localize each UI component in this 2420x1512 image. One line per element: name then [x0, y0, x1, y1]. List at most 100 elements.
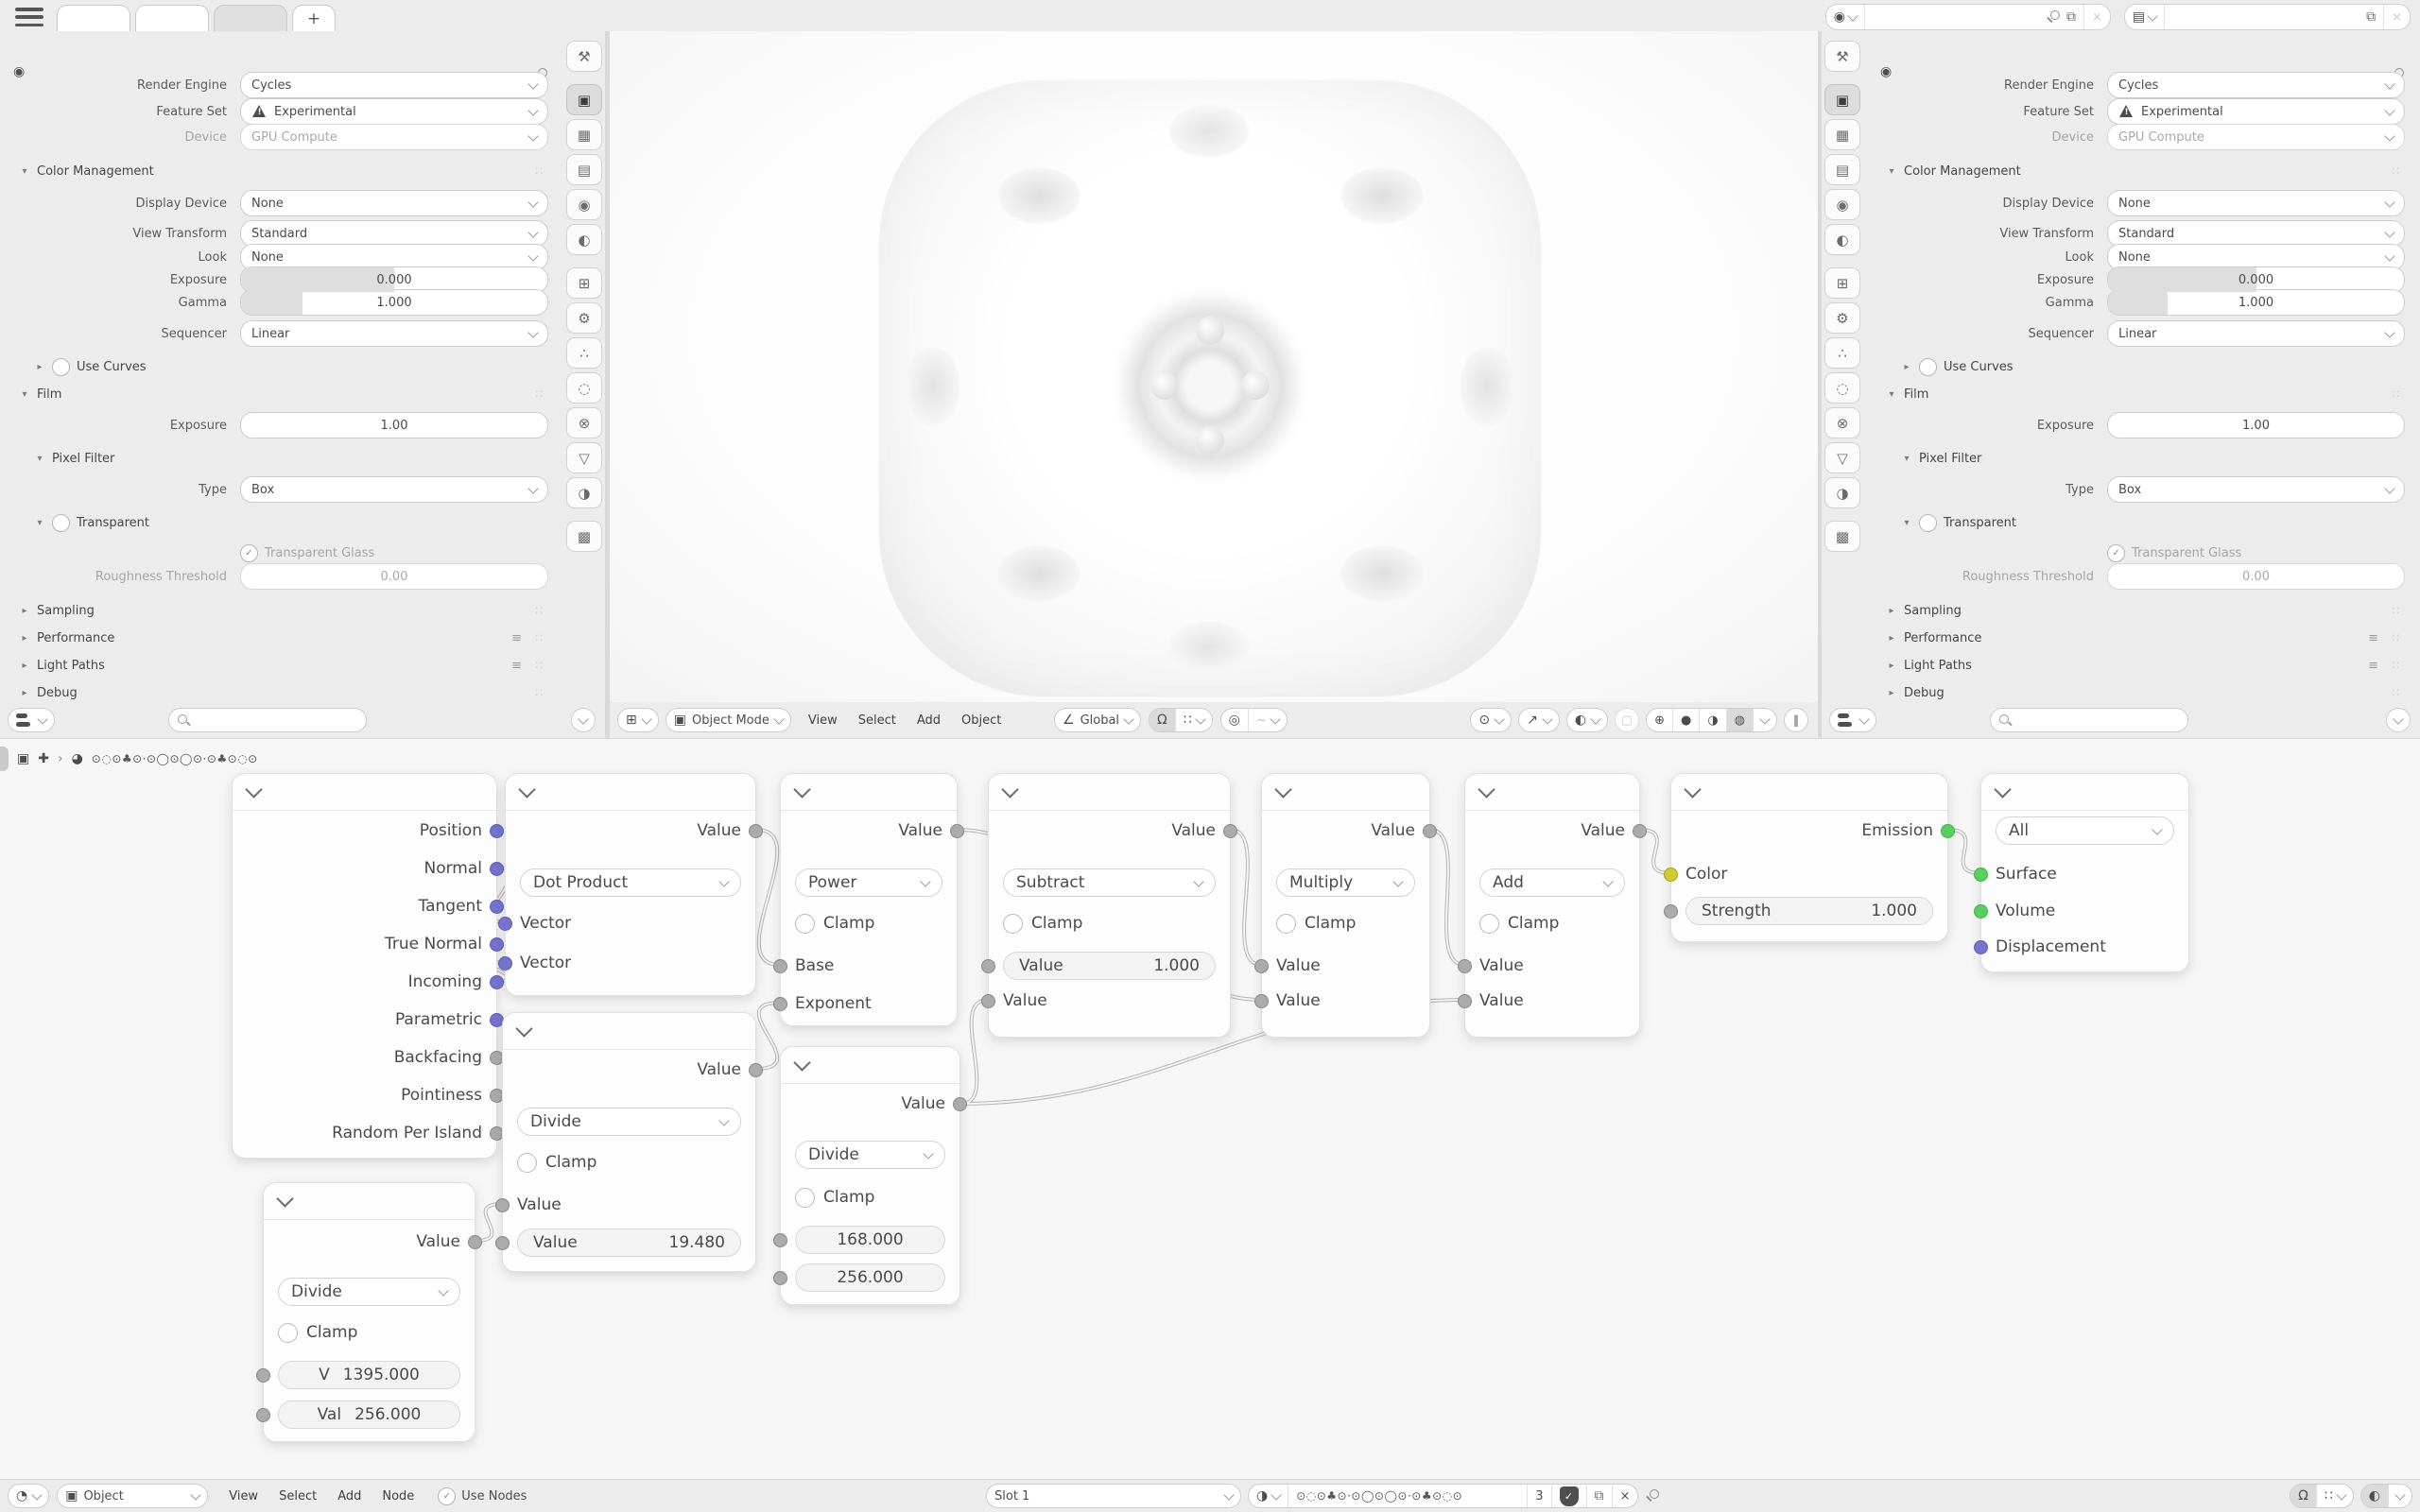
shading-rendered-button[interactable]: ◍ [1726, 709, 1754, 731]
preset-list-icon[interactable]: ≡ [2368, 658, 2378, 673]
clamp-checkbox[interactable] [278, 1322, 298, 1343]
socket-color-input[interactable] [1664, 868, 1678, 882]
socket-value-output[interactable] [950, 824, 964, 838]
tab-physics[interactable]: ◌ [566, 372, 602, 404]
shader-type-button[interactable]: ◔ [8, 1484, 50, 1508]
menu-select[interactable]: Select [857, 713, 896, 728]
tab-texture[interactable]: ▩ [566, 521, 602, 552]
workspace-tab-1[interactable] [57, 5, 130, 31]
math-operation-dropdown[interactable]: Dot Product [520, 868, 741, 897]
overlays-dropdown[interactable]: ◐ [1565, 708, 1609, 732]
section-transparent[interactable]: ▾ Transparent [37, 513, 149, 532]
socket-emission-output[interactable] [1941, 824, 1955, 838]
editor-divider[interactable] [1818, 31, 1822, 738]
view-layer-name-field[interactable]: ⧉ [2165, 5, 2385, 29]
socket-surface-input[interactable] [1974, 868, 1988, 882]
scene-name-field[interactable]: ⧉ [1865, 5, 2084, 29]
section-use-curves[interactable]: ▸ Use Curves [1904, 357, 2014, 376]
tab-constraints[interactable]: ⊗ [1824, 407, 1860, 438]
snap-settings[interactable]: ∷ [2317, 1485, 2353, 1507]
menu-add[interactable]: Add [337, 1488, 362, 1503]
tab-scene[interactable]: ◉ [1824, 189, 1860, 220]
material-slot-dropdown[interactable]: Slot 1 [986, 1484, 1241, 1508]
editor-type-button[interactable]: ⊞ [617, 708, 659, 732]
properties-search-input[interactable] [1990, 708, 2188, 732]
tab-object-data[interactable]: ▽ [1824, 442, 1860, 473]
socket-value-input[interactable] [981, 959, 995, 973]
tab-object-data[interactable]: ▽ [566, 442, 602, 473]
math-operation-dropdown[interactable]: Divide [795, 1141, 945, 1169]
section-debug[interactable]: ▸ Debug [1889, 685, 1945, 700]
node-math-divide-b[interactable]: Value Divide Clamp Value Value 19.480 [495, 1012, 763, 1272]
workspace-tab-3-active[interactable] [214, 5, 287, 31]
copy-icon[interactable]: ⧉ [2066, 9, 2076, 25]
snap-toggle[interactable]: Ω [2290, 1485, 2317, 1507]
material-name-field[interactable]: ⊙◌⊙♣⊙·⊙◯⊙◯⊙·⊙♣⊙◌⊙ [1288, 1485, 1529, 1507]
preset-list-icon[interactable]: ≡ [511, 630, 522, 645]
socket-vector-input[interactable] [498, 956, 512, 971]
clamp-checkbox[interactable] [1276, 913, 1296, 934]
tab-constraints[interactable]: ⊗ [566, 407, 602, 438]
menu-select[interactable]: Select [279, 1488, 318, 1503]
tab-view-layer[interactable]: ▤ [1824, 154, 1860, 185]
node-math-multiply[interactable]: Value Multiply Clamp Value Value [1254, 773, 1437, 1038]
tab-particles[interactable]: ∴ [1824, 337, 1860, 369]
tab-world[interactable]: ◐ [1824, 224, 1860, 255]
filter-options-button[interactable] [2386, 708, 2411, 732]
workspace-tab-2[interactable] [135, 5, 209, 31]
socket-base-input[interactable] [773, 959, 787, 973]
socket-value-input[interactable] [1254, 959, 1269, 973]
shading-options-dropdown[interactable] [1754, 709, 1776, 731]
gamma-slider[interactable]: 1.000 [240, 289, 548, 316]
tab-material[interactable]: ◑ [1824, 477, 1860, 508]
socket-volume-input[interactable] [1974, 904, 1988, 919]
material-users-count[interactable]: 3 [1528, 1485, 1552, 1507]
shader-node-editor[interactable]: ▣ ✚ › ◕ ⊙◌⊙♣⊙·⊙◯⊙◯⊙·⊙♣⊙◌⊙ Position Norma… [0, 738, 2420, 1480]
clamp-checkbox[interactable] [1003, 913, 1023, 934]
use-curves-checkbox[interactable] [1919, 357, 1937, 376]
node-math-power[interactable]: Value Power Clamp Base Exponent [773, 773, 964, 1026]
shading-wireframe-button[interactable]: ⊕ [1647, 709, 1673, 731]
tab-modifiers[interactable]: ⚙ [566, 302, 602, 334]
use-curves-checkbox[interactable] [52, 357, 70, 376]
editor-type-button[interactable] [8, 708, 55, 732]
math-operation-dropdown[interactable]: Divide [517, 1108, 741, 1136]
menu-object[interactable]: Object [961, 713, 1002, 728]
math-operation-dropdown[interactable]: Divide [278, 1278, 460, 1306]
section-pixel-filter[interactable]: ▾ Pixel Filter [1904, 451, 1982, 466]
socket-value-output[interactable] [1423, 824, 1437, 838]
xray-toggle[interactable]: ▢ [1615, 708, 1640, 732]
socket-value-input[interactable] [1458, 994, 1472, 1008]
node-collapse-button[interactable] [233, 774, 496, 811]
overlays-toggle[interactable]: ◐ [2360, 1485, 2389, 1507]
transform-orientation-dropdown[interactable]: ∠ Global [1054, 708, 1142, 732]
socket-strength-input[interactable] [1664, 904, 1678, 919]
properties-search-input[interactable] [168, 708, 367, 732]
section-color-management[interactable]: ▾ Color Management [1889, 163, 2021, 179]
pixel-filter-type-dropdown[interactable]: Box [2107, 476, 2405, 503]
node-collapse-button[interactable] [1465, 774, 1639, 811]
socket-value-input[interactable] [981, 994, 995, 1008]
math-operation-dropdown[interactable]: Add [1479, 868, 1625, 897]
object-visibility-dropdown[interactable]: ⊙ [1470, 708, 1512, 732]
node-math-divide-c[interactable]: Value Divide Clamp 168.000 256.000 [773, 1046, 967, 1305]
tab-output[interactable]: ▦ [1824, 119, 1860, 150]
tab-object[interactable]: ⊞ [1824, 267, 1860, 299]
snap-settings[interactable]: ∷ [1176, 709, 1212, 731]
snap-toggle[interactable]: Ω [1150, 709, 1176, 731]
socket-position[interactable] [490, 824, 504, 838]
node-math-divide-a[interactable]: Value Divide Clamp V 1395.000 Val 256.000 [256, 1182, 482, 1442]
preset-list-icon[interactable]: ≡ [2368, 630, 2378, 645]
fake-user-toggle[interactable]: ✓ [1552, 1485, 1587, 1507]
node-math-subtract[interactable]: Value Subtract Clamp Value 1.000 Value [981, 773, 1237, 1038]
tab-view-layer[interactable]: ▤ [566, 154, 602, 185]
section-sampling[interactable]: ▸ Sampling [22, 603, 95, 618]
node-math-add[interactable]: Value Add Clamp Value Value [1458, 773, 1647, 1038]
tab-output[interactable]: ▦ [566, 119, 602, 150]
proportional-edit-toggle[interactable]: ◎ [1221, 709, 1249, 731]
node-material-output[interactable]: All Surface Volume Displacement [1974, 773, 2189, 972]
socket-displacement-input[interactable] [1974, 940, 1988, 954]
tab-physics[interactable]: ◌ [1824, 372, 1860, 404]
transparent-checkbox[interactable] [1919, 513, 1937, 532]
math-operation-dropdown[interactable]: Subtract [1003, 868, 1216, 897]
